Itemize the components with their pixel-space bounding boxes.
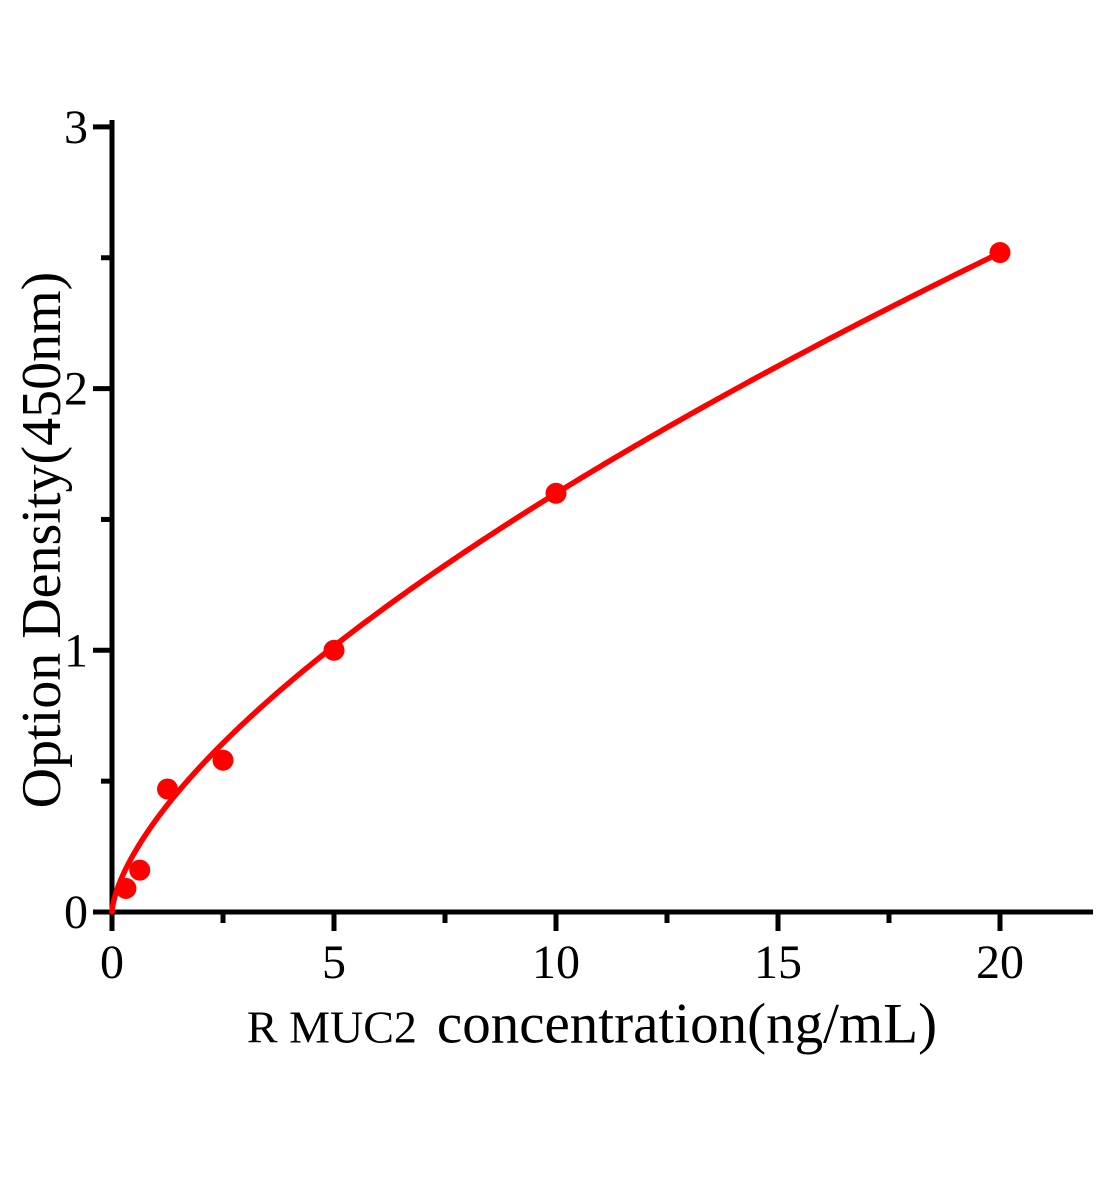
y-axis-tick-label: 0 xyxy=(64,886,88,939)
data-point xyxy=(115,877,137,899)
x-axis-title-prefix: R MUC2 xyxy=(246,1001,417,1053)
y-axis-tick-label: 1 xyxy=(64,624,88,677)
x-axis-tick-label: 20 xyxy=(976,936,1024,989)
x-axis-title: R MUC2 concentration(ng/mL) xyxy=(247,992,937,1057)
y-axis-title: Option Density(450nm) xyxy=(11,271,73,809)
x-axis-tick-label: 5 xyxy=(322,936,346,989)
data-point xyxy=(129,859,151,881)
y-axis-tick-label: 2 xyxy=(64,363,88,416)
data-point xyxy=(989,242,1011,264)
x-axis-tick-label: 10 xyxy=(532,936,580,989)
data-point xyxy=(212,749,234,771)
x-axis-tick-label: 15 xyxy=(754,936,802,989)
data-point xyxy=(323,639,345,661)
fitted-curve xyxy=(109,250,1003,915)
x-axis-tick-label: 0 xyxy=(100,936,124,989)
x-axis-title-main: concentration(ng/mL) xyxy=(436,992,938,1056)
y-axis-tick-label: 3 xyxy=(64,101,88,154)
data-point xyxy=(545,482,567,504)
data-point xyxy=(157,778,178,800)
